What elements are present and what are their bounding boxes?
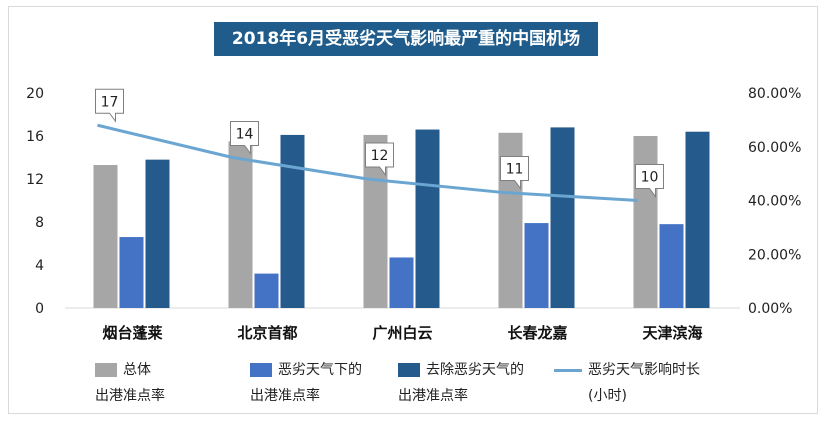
line-data-callout — [500, 155, 529, 190]
bar — [685, 131, 710, 308]
bar — [633, 136, 658, 308]
bar — [524, 223, 549, 308]
line-data-callout — [365, 142, 394, 177]
legend-label: 恶劣天气下的 — [278, 362, 362, 378]
bar — [145, 159, 170, 308]
bar — [389, 257, 414, 308]
line-data-callout — [95, 88, 124, 123]
right-tick-label: 80.00% — [748, 86, 801, 102]
legend-swatch — [250, 363, 272, 377]
right-tick-label: 20.00% — [748, 247, 801, 263]
right-tick-label: 40.00% — [748, 194, 801, 210]
line-data-label: 17 — [101, 94, 119, 110]
right-tick-label: 0.00% — [748, 301, 792, 317]
right-tick-label: 60.00% — [748, 140, 801, 156]
legend-swatch — [554, 369, 582, 372]
legend-label-line2: 出港准点率 — [398, 388, 468, 404]
bar — [254, 273, 279, 308]
left-tick-label: 8 — [35, 215, 44, 231]
line-data-label: 14 — [236, 127, 254, 143]
legend-label-line2: 出港准点率 — [95, 388, 165, 404]
category-label: 天津滨海 — [642, 324, 702, 342]
left-tick-label: 12 — [26, 172, 44, 188]
legend-label-line2: 出港准点率 — [250, 388, 320, 404]
line-data-callout — [635, 164, 664, 198]
bar — [280, 134, 305, 308]
legend-label: 去除恶劣天气的 — [426, 362, 524, 378]
line-data-label: 12 — [371, 148, 389, 164]
category-label: 北京首都 — [237, 324, 297, 342]
legend-label: 总体 — [123, 362, 151, 378]
bar — [93, 165, 118, 308]
line-data-callout — [230, 121, 259, 155]
legend-swatch — [398, 363, 420, 377]
legend-label: 恶劣天气影响时长 — [588, 362, 700, 378]
bar — [119, 237, 144, 308]
left-tick-label: 0 — [35, 301, 44, 317]
category-label: 长春龙嘉 — [507, 324, 567, 342]
line-data-label: 11 — [506, 161, 524, 177]
left-tick-label: 4 — [35, 258, 44, 274]
legend-swatch — [95, 363, 117, 377]
bar — [550, 127, 575, 309]
left-tick-label: 20 — [26, 86, 44, 102]
bar — [228, 141, 253, 308]
category-label: 广州白云 — [372, 324, 432, 342]
bar — [659, 224, 684, 308]
left-tick-label: 16 — [26, 129, 44, 145]
line-series — [97, 123, 638, 202]
line-data-label: 10 — [641, 170, 659, 186]
legend-label-line2: (小时) — [588, 388, 627, 404]
bar — [415, 129, 440, 308]
chart-title: 2018年6月受恶劣天气影响最严重的中国机场 — [214, 22, 598, 56]
category-label: 烟台蓬莱 — [102, 324, 162, 342]
chart-frame — [8, 6, 818, 414]
